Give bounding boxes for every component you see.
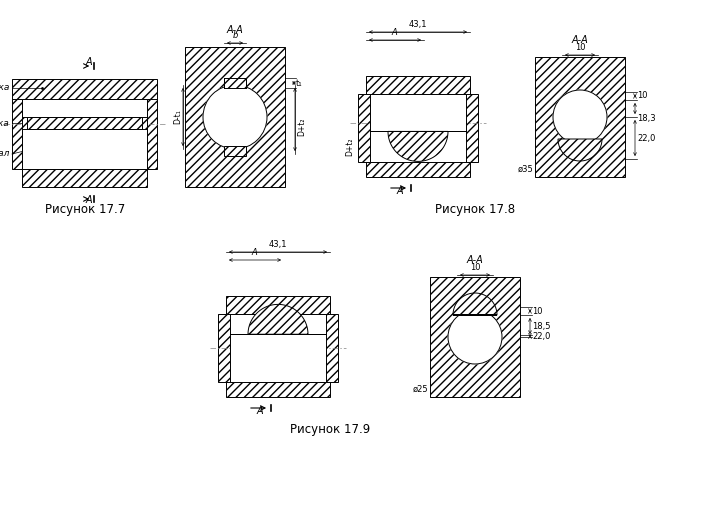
Bar: [430, 277, 520, 397]
Bar: [366, 76, 470, 94]
Bar: [224, 78, 246, 88]
Bar: [358, 94, 478, 162]
Text: 10: 10: [637, 92, 648, 100]
Text: b: b: [233, 31, 238, 40]
Bar: [226, 296, 330, 314]
Text: 10: 10: [532, 307, 542, 315]
Circle shape: [553, 90, 607, 144]
Text: 10: 10: [575, 43, 585, 52]
Bar: [370, 94, 466, 162]
Circle shape: [448, 310, 502, 364]
Bar: [226, 382, 330, 397]
Text: A-A: A-A: [571, 35, 588, 45]
Text: Втулка: Втулка: [0, 83, 10, 93]
Polygon shape: [558, 139, 602, 161]
Text: D+t₂: D+t₂: [297, 118, 306, 136]
Text: A: A: [86, 195, 92, 205]
Text: A: A: [257, 406, 263, 416]
Text: 22,0: 22,0: [637, 133, 655, 143]
Text: 43,1: 43,1: [409, 20, 427, 29]
Bar: [22, 117, 147, 129]
Text: t₁: t₁: [296, 79, 302, 87]
Bar: [185, 47, 285, 187]
Bar: [12, 99, 22, 169]
Polygon shape: [248, 305, 308, 334]
Bar: [370, 94, 466, 131]
Text: Шпонка: Шпонка: [0, 118, 10, 128]
Text: 18,5: 18,5: [532, 322, 550, 330]
Bar: [218, 314, 338, 382]
Text: 18,3: 18,3: [637, 114, 656, 123]
Polygon shape: [453, 293, 497, 315]
Text: ø25: ø25: [412, 385, 428, 393]
Text: A: A: [391, 28, 397, 37]
Bar: [224, 146, 246, 156]
Bar: [147, 99, 157, 169]
Text: 10: 10: [470, 263, 481, 272]
Polygon shape: [388, 131, 448, 161]
Text: D-t₁: D-t₁: [173, 110, 182, 125]
Bar: [27, 117, 142, 129]
Bar: [366, 162, 470, 177]
Text: D+t₂: D+t₂: [345, 137, 354, 156]
Bar: [12, 79, 157, 101]
Bar: [22, 169, 147, 187]
Text: A: A: [397, 186, 403, 196]
Text: ø45: ø45: [426, 141, 441, 149]
Bar: [22, 99, 147, 169]
Text: Рисунок 17.9: Рисунок 17.9: [290, 422, 370, 435]
Text: Вал: Вал: [0, 149, 10, 159]
Text: A: A: [251, 248, 257, 257]
Text: A: A: [86, 57, 92, 67]
Bar: [230, 334, 326, 382]
Text: Рисунок 17.8: Рисунок 17.8: [435, 203, 515, 216]
Text: 22,0: 22,0: [532, 331, 550, 341]
Circle shape: [203, 85, 267, 149]
Bar: [230, 314, 326, 382]
Text: A-A: A-A: [467, 255, 483, 265]
Bar: [22, 99, 147, 169]
Text: Рисунок 17.7: Рисунок 17.7: [45, 203, 125, 216]
Text: ø35: ø35: [517, 164, 533, 174]
Text: 43,1: 43,1: [269, 240, 287, 249]
Text: A-A: A-A: [227, 25, 244, 35]
Text: ø45: ø45: [283, 315, 299, 324]
Bar: [535, 57, 625, 177]
